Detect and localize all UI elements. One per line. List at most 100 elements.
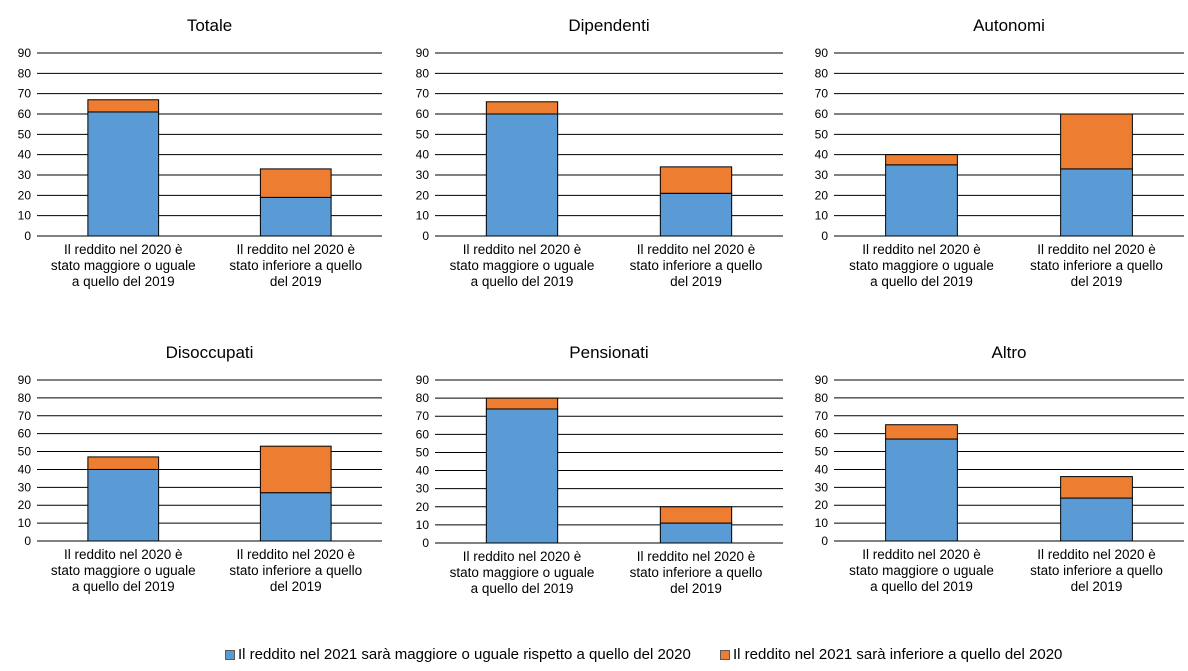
y-tick-label: 20 — [416, 188, 430, 202]
y-tick-label: 50 — [815, 445, 829, 459]
x-tick-label: stato inferiore a quello — [1030, 563, 1163, 578]
x-tick-label: a quello del 2019 — [471, 581, 574, 596]
legend-item-orange: Il reddito nel 2021 sarà inferiore a que… — [720, 646, 1062, 663]
y-tick-label: 40 — [18, 148, 32, 162]
bar-segment-blue — [87, 111, 160, 237]
y-tick-label: 30 — [815, 168, 829, 182]
x-tick-label: stato maggiore o uguale — [849, 258, 994, 273]
bar-segment-blue — [659, 192, 733, 237]
x-tick-label: Il reddito nel 2020 è — [1037, 242, 1156, 257]
y-tick-label: 30 — [416, 168, 430, 182]
y-tick-label: 0 — [821, 534, 828, 548]
y-tick-label: 90 — [815, 373, 829, 387]
bar-segment-orange — [87, 99, 160, 113]
y-tick-label: 50 — [815, 127, 829, 141]
y-tick-label: 30 — [815, 480, 829, 494]
y-tick-label: 60 — [815, 107, 829, 121]
x-tick-label: stato inferiore a quello — [630, 258, 763, 273]
x-tick-label: stato inferiore a quello — [229, 563, 362, 578]
y-tick-label: 10 — [416, 209, 430, 223]
bar-segment-blue — [259, 492, 332, 542]
y-tick-label: 90 — [416, 46, 430, 60]
x-tick-label: del 2019 — [670, 274, 722, 289]
y-tick-label: 0 — [422, 536, 429, 550]
y-tick-label: 80 — [18, 66, 32, 80]
y-tick-label: 50 — [18, 127, 32, 141]
y-tick-label: 50 — [416, 127, 430, 141]
chart-title: Altro — [992, 343, 1027, 362]
chart-panel-4: Disoccupati 0 10 20 30 40 50 60 70 80 90 Il reddito… — [18, 343, 382, 594]
x-tick-label: a quello del 2019 — [870, 579, 973, 594]
y-tick-label: 20 — [18, 188, 32, 202]
bar-segment-orange — [659, 166, 733, 194]
bar-segment-orange — [259, 168, 332, 198]
bar-segment-orange — [485, 397, 559, 410]
chart-title: Pensionati — [569, 343, 648, 362]
x-tick-label: stato maggiore o uguale — [849, 563, 994, 578]
y-tick-label: 70 — [815, 87, 829, 101]
y-tick-label: 80 — [416, 66, 430, 80]
bar-segment-blue — [1060, 168, 1133, 237]
bar-segment-orange — [485, 101, 559, 115]
y-tick-label: 50 — [18, 445, 32, 459]
y-tick-label: 60 — [815, 427, 829, 441]
y-tick-label: 80 — [416, 391, 430, 405]
bar-segment-orange — [259, 445, 332, 494]
y-tick-label: 90 — [18, 373, 32, 387]
legend-swatch-blue — [225, 649, 235, 660]
x-tick-label: Il reddito nel 2020 è — [637, 549, 756, 564]
chart-panel-5: Pensionati 0 10 20 30 40 50 60 70 80 90 Il reddito … — [416, 343, 783, 596]
chart-title: Autonomi — [973, 16, 1045, 35]
x-tick-label: a quello del 2019 — [870, 274, 973, 289]
bar-segment-blue — [87, 468, 160, 542]
y-tick-label: 80 — [815, 391, 829, 405]
bar-segment-orange — [659, 506, 733, 524]
legend: Il reddito nel 2021 sarà maggiore o ugua… — [0, 646, 1188, 668]
y-tick-label: 80 — [815, 66, 829, 80]
x-tick-label: stato maggiore o uguale — [450, 258, 595, 273]
x-tick-label: Il reddito nel 2020 è — [463, 549, 582, 564]
chart-panel-3: Autonomi 0 10 20 30 40 50 60 70 80 90 Il reddito ne… — [815, 16, 1184, 289]
y-tick-label: 10 — [815, 516, 829, 530]
y-tick-label: 70 — [18, 87, 32, 101]
x-tick-label: a quello del 2019 — [471, 274, 574, 289]
legend-label-blue: Il reddito nel 2021 sarà maggiore o ugua… — [238, 646, 691, 663]
y-tick-label: 60 — [18, 427, 32, 441]
x-tick-label: stato maggiore o uguale — [51, 258, 196, 273]
chart-panel-6: Altro 0 10 20 30 40 50 60 70 80 90 Il reddito nel 2… — [815, 343, 1184, 594]
y-tick-label: 60 — [416, 427, 430, 441]
chart-title: Totale — [187, 16, 232, 35]
y-tick-label: 60 — [18, 107, 32, 121]
x-tick-label: stato maggiore o uguale — [51, 563, 196, 578]
x-tick-label: Il reddito nel 2020 è — [862, 547, 981, 562]
bar-segment-orange — [1060, 113, 1133, 170]
y-tick-label: 70 — [416, 409, 430, 423]
y-tick-label: 0 — [422, 229, 429, 243]
y-tick-label: 20 — [18, 498, 32, 512]
x-tick-label: Il reddito nel 2020 è — [236, 242, 355, 257]
chart-title: Disoccupati — [166, 343, 254, 362]
bar-segment-orange — [1060, 476, 1133, 499]
bar-segment-orange — [885, 154, 958, 166]
x-tick-label: Il reddito nel 2020 è — [236, 547, 355, 562]
x-tick-label: stato inferiore a quello — [630, 565, 763, 580]
x-tick-label: stato maggiore o uguale — [450, 565, 595, 580]
bar-segment-blue — [885, 438, 958, 542]
x-tick-label: del 2019 — [670, 581, 722, 596]
y-tick-label: 40 — [18, 462, 32, 476]
y-tick-label: 10 — [416, 518, 430, 532]
x-tick-label: a quello del 2019 — [72, 274, 175, 289]
y-tick-label: 10 — [815, 209, 829, 223]
y-tick-label: 40 — [416, 464, 430, 478]
bar-segment-blue — [659, 522, 733, 544]
bar-segment-blue — [1060, 497, 1133, 542]
y-tick-label: 40 — [815, 148, 829, 162]
y-tick-label: 20 — [815, 498, 829, 512]
y-tick-label: 30 — [18, 480, 32, 494]
y-tick-label: 0 — [24, 534, 31, 548]
x-tick-label: Il reddito nel 2020 è — [64, 547, 183, 562]
y-tick-label: 90 — [416, 373, 430, 387]
y-tick-label: 90 — [18, 46, 32, 60]
x-tick-label: Il reddito nel 2020 è — [1037, 547, 1156, 562]
legend-swatch-orange — [720, 649, 730, 660]
